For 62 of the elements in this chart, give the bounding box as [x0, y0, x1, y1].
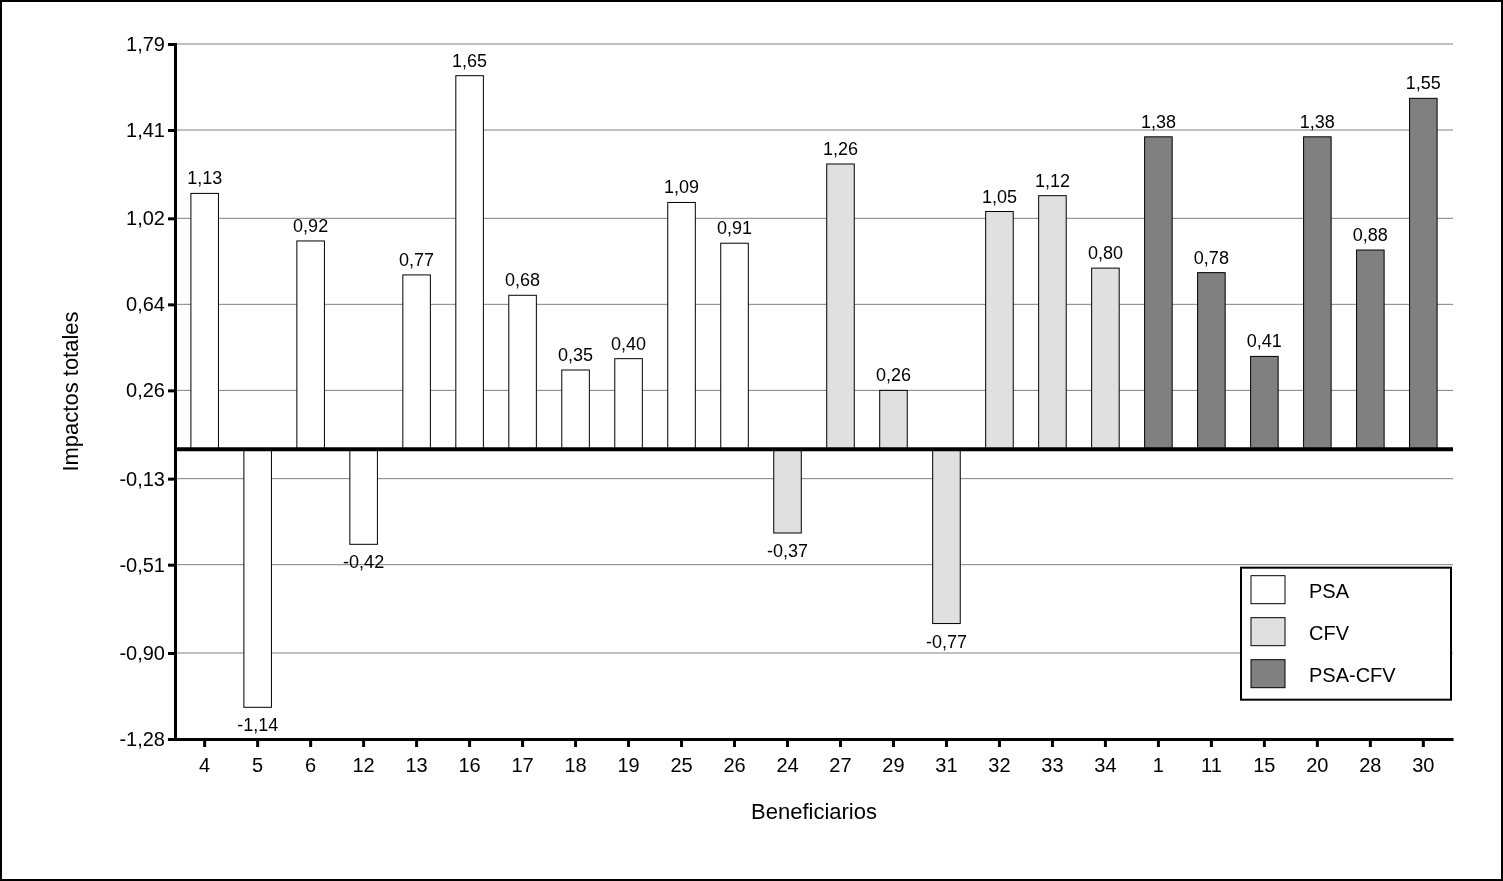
y-tick-label: 1,02 — [126, 207, 165, 230]
y-axis-title: Impactos totales — [58, 311, 83, 472]
x-tick-label: 11 — [1201, 754, 1222, 776]
data-label: 1,09 — [664, 177, 700, 198]
data-label: 1,13 — [187, 168, 223, 189]
x-tick-label: 17 — [511, 754, 534, 776]
data-label: 0,40 — [611, 333, 647, 354]
x-tick-label: 27 — [829, 754, 852, 776]
x-tick-label: 15 — [1253, 754, 1276, 776]
x-tick-label: 33 — [1041, 754, 1064, 776]
x-tick-label: 19 — [617, 754, 640, 776]
data-label: 0,77 — [399, 249, 435, 270]
x-tick-label: 12 — [352, 754, 375, 776]
x-tick-label: 5 — [252, 754, 264, 776]
data-label: -1,14 — [237, 715, 279, 736]
x-tick-label: 20 — [1306, 754, 1329, 776]
x-tick-label: 30 — [1412, 754, 1435, 776]
data-label: -0,37 — [766, 540, 809, 561]
legend-label: PSA-CFV — [1309, 663, 1397, 686]
x-tick-label: 28 — [1359, 754, 1382, 776]
legend-label: CFV — [1309, 621, 1350, 644]
x-tick-label: 1 — [1152, 754, 1164, 776]
data-label: 0,91 — [717, 218, 753, 239]
legend-label: PSA — [1309, 579, 1350, 602]
data-label: 1,12 — [1034, 170, 1070, 191]
data-label: 0,35 — [558, 344, 594, 365]
y-tick-label: -0,51 — [119, 553, 165, 576]
x-tick-label: 26 — [723, 754, 746, 776]
x-tick-label: 6 — [305, 754, 317, 776]
x-axis-title: Beneficiarios — [751, 799, 877, 824]
data-label: 1,05 — [981, 186, 1017, 207]
data-label: 0,78 — [1193, 247, 1229, 268]
x-tick-label: 13 — [405, 754, 428, 776]
data-label: -0,42 — [343, 552, 385, 573]
data-label: 1,55 — [1405, 73, 1441, 94]
y-tick-label: 1,41 — [126, 118, 165, 141]
x-tick-label: 16 — [458, 754, 481, 776]
data-label: 0,41 — [1246, 331, 1282, 352]
y-tick-label: 0,64 — [126, 293, 165, 316]
x-tick-label: 18 — [564, 754, 587, 776]
y-tick-label: -0,13 — [119, 467, 165, 490]
x-tick-label: 31 — [935, 754, 958, 776]
x-tick-label: 32 — [988, 754, 1011, 776]
x-tick-label: 34 — [1094, 754, 1117, 776]
y-tick-label: 0,26 — [126, 379, 165, 402]
data-label: 1,26 — [822, 138, 859, 159]
y-tick-label: -0,90 — [119, 641, 165, 664]
y-tick-label: 1,79 — [126, 32, 165, 55]
x-tick-label: 25 — [670, 754, 693, 776]
data-label: 0,26 — [875, 365, 911, 386]
data-label: 1,65 — [452, 50, 488, 71]
data-label: -0,77 — [925, 631, 967, 652]
data-label: 1,38 — [1140, 111, 1176, 132]
x-tick-label: 4 — [199, 754, 211, 776]
y-tick-label: -1,28 — [119, 727, 165, 750]
data-label: 0,88 — [1352, 225, 1388, 246]
data-label: 0,80 — [1087, 243, 1123, 264]
x-tick-label: 24 — [776, 754, 799, 776]
data-label: 1,38 — [1299, 111, 1335, 132]
data-label: 0,92 — [293, 215, 329, 236]
x-tick-label: 29 — [882, 754, 905, 776]
data-label: 0,68 — [505, 270, 541, 291]
